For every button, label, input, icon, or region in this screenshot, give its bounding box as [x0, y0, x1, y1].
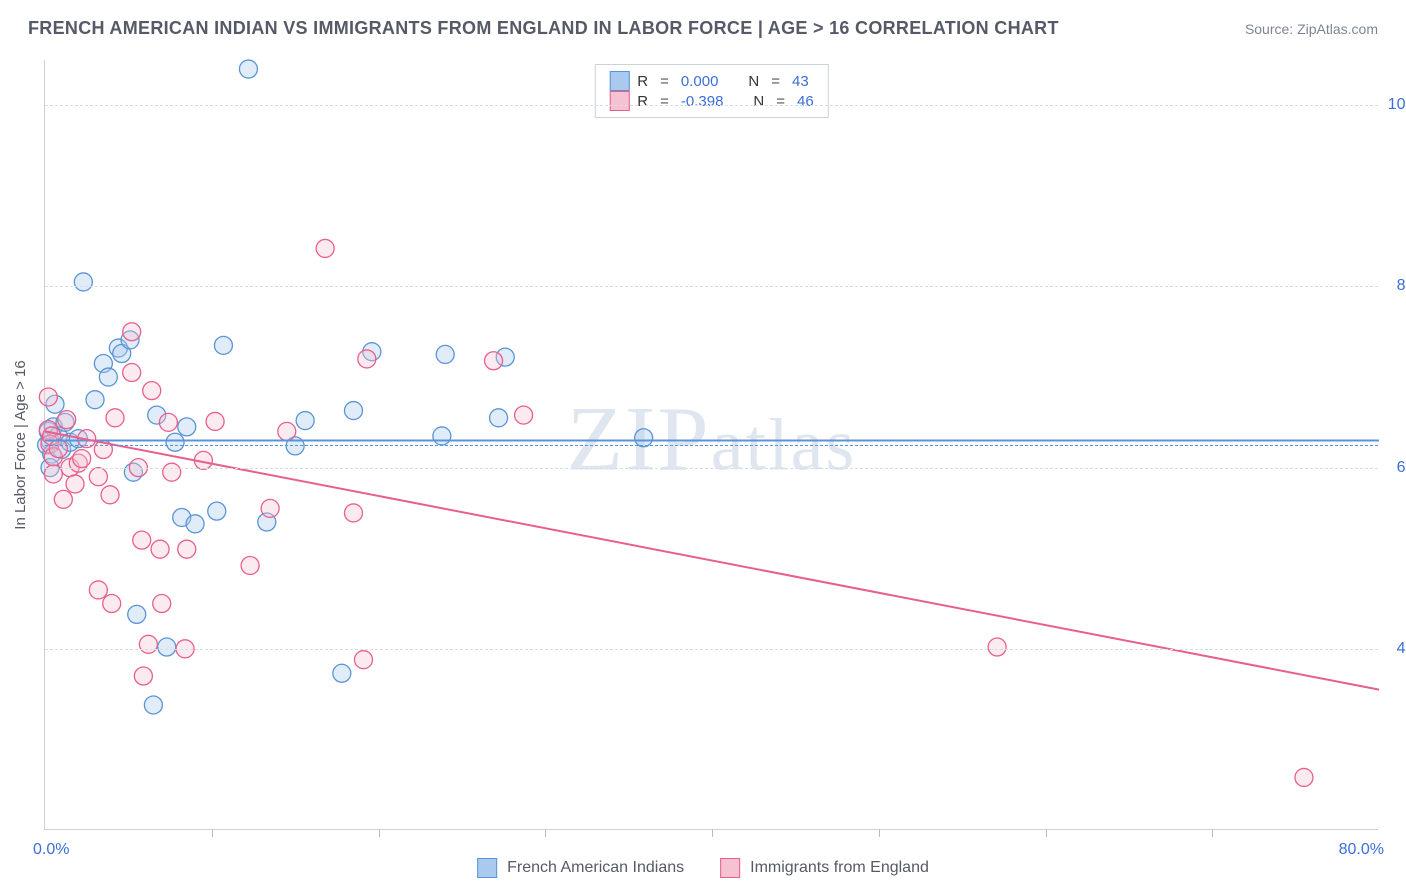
scatter-point: [163, 463, 181, 481]
scatter-point: [206, 412, 224, 430]
y-tick-label: 100.0%: [1382, 96, 1406, 114]
gridline-h: [45, 105, 1378, 106]
r-label: R: [637, 93, 648, 110]
swatch-series1: [609, 71, 629, 91]
scatter-point: [123, 323, 141, 341]
x-tick: [1212, 829, 1213, 837]
legend-row-series1: R = 0.000 N = 43: [609, 71, 813, 91]
legend-row-series2: R = -0.398 N = 46: [609, 91, 813, 111]
legend-label-series2: Immigrants from England: [750, 859, 929, 877]
scatter-point: [106, 409, 124, 427]
scatter-point: [296, 412, 314, 430]
scatter-point: [436, 345, 454, 363]
scatter-point: [485, 352, 503, 370]
scatter-point: [123, 364, 141, 382]
scatter-point: [354, 651, 372, 669]
scatter-point: [128, 605, 146, 623]
equals-sign: =: [660, 73, 669, 90]
equals-sign: =: [776, 93, 785, 110]
scatter-point: [58, 411, 76, 429]
x-tick-label-start: 0.0%: [33, 841, 69, 859]
scatter-point: [241, 556, 259, 574]
scatter-point: [73, 450, 91, 468]
swatch-series2: [720, 858, 740, 878]
scatter-point: [178, 418, 196, 436]
chart-title: FRENCH AMERICAN INDIAN VS IMMIGRANTS FRO…: [28, 18, 1059, 39]
x-tick: [712, 829, 713, 837]
legend-label-series1: French American Indians: [507, 859, 684, 877]
scatter-point: [214, 336, 232, 354]
equals-sign: =: [660, 93, 669, 110]
x-tick: [879, 829, 880, 837]
x-tick: [212, 829, 213, 837]
scatter-point: [101, 486, 119, 504]
n-value-series1: 43: [792, 73, 809, 90]
scatter-point: [54, 490, 72, 508]
equals-sign: =: [771, 73, 780, 90]
x-tick: [1046, 829, 1047, 837]
scatter-point: [316, 239, 334, 257]
scatter-point: [99, 368, 117, 386]
scatter-point: [490, 409, 508, 427]
scatter-point: [261, 499, 279, 517]
scatter-point: [988, 638, 1006, 656]
scatter-point: [66, 475, 84, 493]
scatter-point: [49, 440, 67, 458]
y-tick-label: 40.0%: [1382, 640, 1406, 658]
scatter-point: [74, 273, 92, 291]
n-value-series2: 46: [797, 93, 814, 110]
scatter-point: [39, 388, 57, 406]
swatch-series1: [477, 858, 497, 878]
n-label: N: [748, 73, 759, 90]
scatter-point: [158, 638, 176, 656]
gridline-h: [45, 286, 1378, 287]
scatter-point: [208, 502, 226, 520]
r-value-series2: -0.398: [681, 93, 724, 110]
legend-series: French American Indians Immigrants from …: [477, 858, 929, 878]
scatter-point: [515, 406, 533, 424]
title-bar: FRENCH AMERICAN INDIAN VS IMMIGRANTS FRO…: [28, 18, 1378, 39]
scatter-point: [139, 635, 157, 653]
scatter-point: [86, 391, 104, 409]
scatter-point: [344, 504, 362, 522]
scatter-point: [358, 350, 376, 368]
legend-correlation: R = 0.000 N = 43 R = -0.398 N = 46: [594, 64, 828, 118]
scatter-point: [134, 667, 152, 685]
scatter-point: [153, 595, 171, 613]
legend-item-series1: French American Indians: [477, 858, 684, 878]
swatch-series2: [609, 91, 629, 111]
n-label: N: [753, 93, 764, 110]
legend-item-series2: Immigrants from England: [720, 858, 929, 878]
scatter-point: [433, 427, 451, 445]
scatter-point: [166, 433, 184, 451]
y-axis-title: In Labor Force | Age > 16: [12, 60, 29, 830]
reference-line: [45, 445, 1378, 446]
source-text: Source: ZipAtlas.com: [1245, 21, 1378, 37]
r-value-series1: 0.000: [681, 73, 719, 90]
y-tick-label: 60.0%: [1382, 459, 1406, 477]
scatter-point: [144, 696, 162, 714]
x-tick-label-end: 80.0%: [1339, 841, 1384, 859]
scatter-point: [133, 531, 151, 549]
scatter-point: [333, 664, 351, 682]
y-tick-label: 80.0%: [1382, 277, 1406, 295]
scatter-point: [89, 468, 107, 486]
x-tick: [545, 829, 546, 837]
scatter-point: [1295, 768, 1313, 786]
scatter-point: [143, 382, 161, 400]
scatter-point: [89, 581, 107, 599]
scatter-point: [178, 540, 196, 558]
scatter-point: [278, 422, 296, 440]
x-tick: [379, 829, 380, 837]
gridline-h: [45, 649, 1378, 650]
scatter-point: [159, 413, 177, 431]
scatter-point: [103, 595, 121, 613]
scatter-point: [151, 540, 169, 558]
plot-area: ZIPatlas R = 0.000 N = 43 R = -0.398 N =…: [44, 60, 1378, 830]
scatter-point: [239, 60, 257, 78]
scatter-point: [344, 402, 362, 420]
scatter-point: [186, 515, 204, 533]
r-label: R: [637, 73, 648, 90]
gridline-h: [45, 468, 1378, 469]
